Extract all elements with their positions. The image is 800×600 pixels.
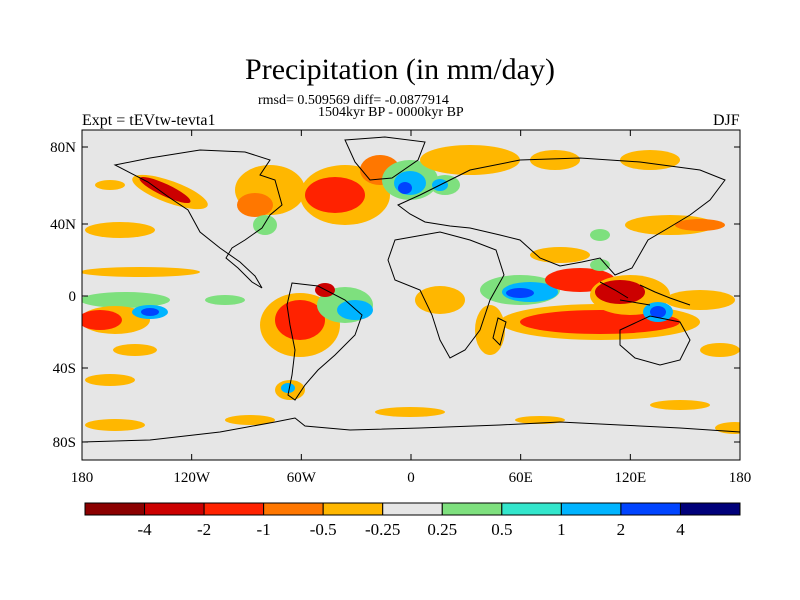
anomaly-patch: [530, 247, 590, 263]
season-label: DJF: [713, 112, 740, 129]
anomaly-patch: [665, 290, 735, 310]
axis-ticks: 180 120W 60W 0 60E 120E 180 80N 40N 0 40S 80S: [50, 130, 751, 486]
colorbar-swatch: [441, 502, 503, 516]
coastline-maritime-continent: [599, 281, 691, 306]
anomaly-patch: [420, 145, 520, 175]
colorbar-swatch: [144, 502, 205, 516]
coastline-madagascar: [492, 317, 507, 346]
lon-tick-label: 60W: [287, 470, 317, 486]
coastline-greenland: [344, 136, 426, 181]
colorbar-label: -0.25: [365, 520, 400, 539]
colorbar-swatch: [263, 502, 324, 516]
anomaly-patch: [95, 180, 125, 190]
coastline-south-america: [286, 282, 363, 401]
anomaly-patch: [675, 219, 725, 231]
colorbar-label: -0.5: [310, 520, 337, 539]
anomaly-patch: [375, 407, 445, 417]
coastline-eurasia: [397, 157, 726, 276]
lat-tick-label: 40N: [50, 217, 76, 233]
anomaly-patch: [715, 422, 740, 434]
lat-tick-label: 80N: [50, 140, 76, 156]
colorbar-swatch: [322, 502, 384, 516]
anomaly-patch: [205, 295, 245, 305]
colorbar-swatch: [501, 502, 562, 516]
lon-tick-label: 0: [407, 470, 415, 486]
stats-subtitle: rmsd= 0.509569 diff= -0.0877914: [258, 93, 449, 108]
colorbar-label: 1: [557, 520, 566, 539]
anomaly-patch: [590, 229, 610, 241]
coastline-australia: [619, 315, 691, 366]
lon-tick-label: 180: [729, 470, 752, 486]
colorbar-label: 2: [617, 520, 626, 539]
anomaly-patch: [520, 310, 680, 334]
anomaly-patch: [82, 310, 122, 330]
anomaly-patch: [225, 415, 275, 425]
colorbar-label: 0.5: [491, 520, 512, 539]
anomaly-patch: [141, 308, 159, 316]
coastlines: [82, 136, 740, 443]
anomaly-patch: [85, 222, 155, 238]
anomaly-patch: [139, 176, 191, 204]
anomaly-patch: [650, 400, 710, 410]
lon-tick-label: 120W: [173, 470, 211, 486]
anomaly-patch: [85, 419, 145, 431]
anomaly-patch: [85, 374, 135, 386]
anomaly-patch: [590, 259, 610, 271]
lon-tick-label: 60E: [509, 470, 533, 486]
coastline-antarctica: [82, 417, 740, 443]
colorbar-swatch: [203, 502, 265, 516]
anomaly-patch: [620, 150, 680, 170]
colorbar: -4 -2 -1 -0.5 -0.25 0.25 0.5 1 2 4: [84, 502, 741, 539]
anomaly-patch: [113, 344, 157, 356]
anomaly-patch: [506, 288, 534, 298]
coastline-north-america: [113, 149, 283, 289]
anomaly-patch: [650, 306, 666, 318]
anomaly-patch: [398, 182, 412, 194]
anomaly-field: [82, 145, 740, 434]
anomaly-patch: [82, 292, 170, 308]
lat-tick-label: 40S: [53, 361, 76, 377]
anomaly-patch: [237, 193, 273, 217]
lon-tick-label: 120E: [614, 470, 646, 486]
colorbar-label: -1: [257, 520, 271, 539]
colorbar-swatch: [560, 502, 622, 516]
period-subtitle: 1504kyr BP - 0000kyr BP: [318, 105, 464, 120]
anomaly-patch: [305, 177, 365, 213]
anomaly-patch: [82, 267, 200, 277]
lat-tick-label: 0: [69, 289, 77, 305]
experiment-label: Expt = tEVtw-tevta1: [82, 112, 216, 129]
coastline-africa: [387, 231, 505, 359]
anomaly-patch: [700, 343, 740, 357]
anomaly-patch: [281, 383, 295, 393]
anomaly-patch: [415, 286, 465, 314]
colorbar-swatch: [382, 502, 443, 516]
plot-title: Precipitation (in mm/day): [245, 53, 555, 86]
lon-tick-label: 180: [71, 470, 94, 486]
colorbar-swatch: [679, 502, 741, 516]
colorbar-label: 4: [676, 520, 685, 539]
colorbar-label: -2: [197, 520, 211, 539]
anomaly-patch: [337, 300, 373, 320]
colorbar-swatch: [620, 502, 681, 516]
colorbar-swatch: [84, 502, 146, 516]
colorbar-label: 0.25: [427, 520, 457, 539]
lat-tick-label: 80S: [53, 435, 76, 451]
anomaly-patch: [530, 150, 580, 170]
colorbar-label: -4: [137, 520, 152, 539]
